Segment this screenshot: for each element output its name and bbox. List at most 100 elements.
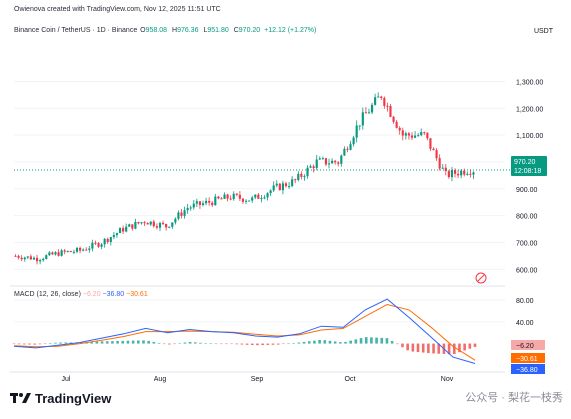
candle-body <box>91 242 94 249</box>
macd-histogram-bar <box>142 340 145 344</box>
macd-histogram-bar <box>225 343 228 345</box>
time-tick-label: Jul <box>62 376 71 383</box>
candle-body <box>287 186 291 188</box>
chart-credit: Owienova created with TradingView.com, N… <box>14 6 221 13</box>
last-price-badge-bg <box>511 156 547 176</box>
low-label: L <box>203 27 208 34</box>
candle-body <box>174 218 177 223</box>
candle-body <box>413 135 417 138</box>
macd-line <box>13 298 476 364</box>
candle-body <box>180 212 183 216</box>
macd-histogram-bar <box>116 341 119 344</box>
macd-badge-value: −36.80 <box>516 367 538 374</box>
candles <box>14 92 475 265</box>
price-tick-label: 800.00 <box>516 214 538 221</box>
macd-histogram-bar <box>230 343 233 345</box>
macd-histogram-bar <box>240 343 244 345</box>
macd-histogram-bar <box>452 343 456 355</box>
candle-body <box>112 235 115 238</box>
price-tick-label: 1,200.00 <box>516 106 543 113</box>
candle-body <box>131 224 134 229</box>
macd-histogram-bar <box>380 337 384 344</box>
macd-histogram-bar <box>468 343 472 349</box>
footer-brand[interactable]: TradingView <box>10 387 111 409</box>
candle-body <box>435 150 438 159</box>
macd-histogram-bar <box>188 341 192 344</box>
change-value: +12.12 (+1.27%) <box>264 27 317 34</box>
macd-histogram-bar <box>349 340 352 344</box>
macd-histogram-bar <box>168 343 171 345</box>
price-tick-label: 1,300.00 <box>516 79 543 86</box>
candle-body <box>205 200 208 204</box>
footer-brand-name: TradingView <box>35 390 112 406</box>
candle-body <box>229 198 232 200</box>
macd-hist-badge: −6.20 <box>511 340 545 350</box>
candle-body <box>441 167 444 169</box>
macd-histogram-bar <box>421 343 425 353</box>
candle-body <box>161 223 165 225</box>
macd-histogram-bar <box>266 343 270 345</box>
candle-body <box>370 104 374 113</box>
candle-body <box>386 105 389 107</box>
macd-signal-badge: −30.61 <box>511 353 545 363</box>
candle-body <box>260 198 263 200</box>
macd-histogram-bar <box>137 340 140 344</box>
candle-body <box>171 222 174 227</box>
time-tick-label: Sep <box>251 376 264 383</box>
open-value: 958.08 <box>145 27 168 34</box>
macd-histogram-bar <box>276 343 280 345</box>
candle-body <box>79 247 82 251</box>
macd-histogram-bar <box>95 341 99 344</box>
macd-histogram-bar <box>100 341 104 344</box>
candle-body <box>189 207 192 209</box>
candle-body <box>404 133 407 136</box>
signal-line <box>13 303 476 361</box>
candle-body <box>88 248 91 250</box>
price-tick-label: 700.00 <box>516 240 538 247</box>
candle-body <box>457 173 460 176</box>
candle-body <box>69 251 72 253</box>
candle-body <box>45 255 48 259</box>
candle-body <box>380 96 383 98</box>
candle-body <box>383 97 386 106</box>
candle-body <box>125 226 128 232</box>
macd-histogram-bar <box>199 342 202 344</box>
macd-histogram-bar <box>178 343 182 344</box>
candle-body <box>334 160 337 163</box>
macd-value: −36.80 <box>102 291 125 298</box>
macd-title: MACD (12, 26, close) <box>14 291 81 298</box>
candle-body <box>444 167 447 172</box>
macd-histogram-bar <box>204 343 207 344</box>
macd-histogram-bar <box>432 343 435 354</box>
candle-body <box>432 148 435 151</box>
price-tick-label: 1,100.00 <box>516 133 543 140</box>
macd-histogram-bar <box>416 343 420 353</box>
candle-body <box>248 200 251 202</box>
hist-badge-value: −6.20 <box>516 343 534 350</box>
time-tick-label: Oct <box>345 376 356 383</box>
macd-histogram-bar <box>385 338 389 344</box>
macd-histogram-bar <box>473 343 477 347</box>
macd-histogram-bar <box>297 342 301 344</box>
macd-histogram-bar <box>111 341 114 344</box>
candle-body <box>42 258 45 261</box>
candle-body <box>358 125 361 127</box>
macd-histogram-bar <box>375 337 378 344</box>
macd-line-badge: −36.80 <box>511 364 545 374</box>
candle-body <box>23 257 26 260</box>
crosshair-icon[interactable] <box>475 272 487 284</box>
candle-body <box>423 132 426 134</box>
macd-histogram-bar <box>318 339 321 344</box>
candle-body <box>115 233 119 236</box>
candle-body <box>17 255 20 258</box>
macd-histogram-bar <box>214 343 218 345</box>
candle-body <box>257 194 260 199</box>
candle-body <box>438 158 441 169</box>
candle-body <box>63 250 66 252</box>
macd-histogram-bar <box>54 342 57 344</box>
macd-histogram-bar <box>105 341 109 344</box>
candle-body <box>158 223 162 228</box>
candle-body <box>337 162 340 164</box>
candle-body <box>140 222 143 224</box>
